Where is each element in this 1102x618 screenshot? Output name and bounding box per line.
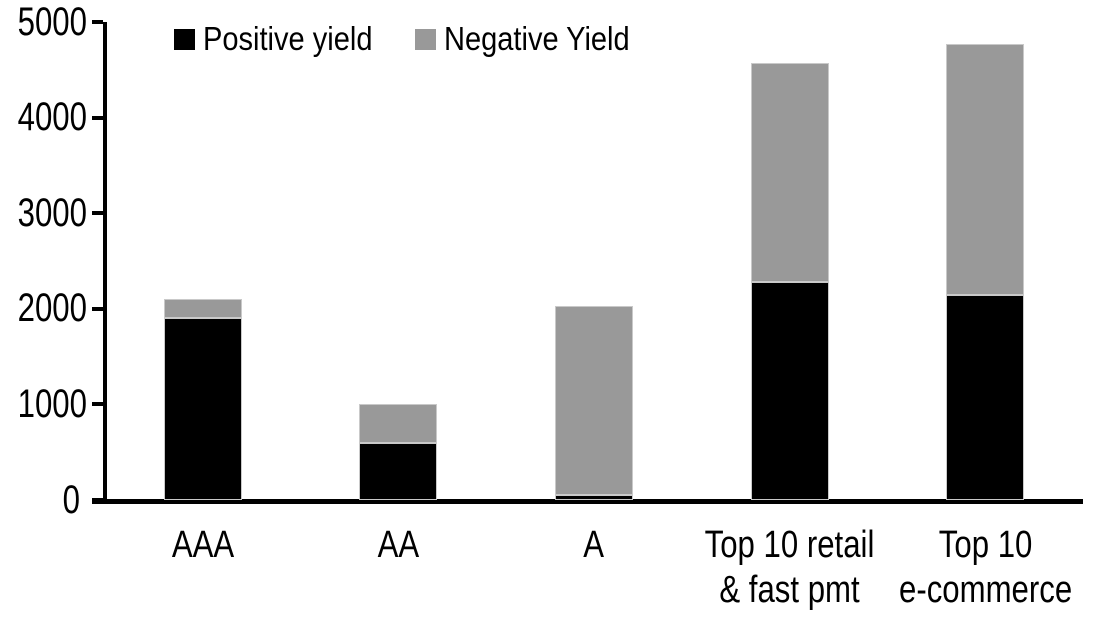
bar-segment-negative-yield — [359, 404, 438, 443]
x-axis-label: A — [496, 523, 692, 568]
x-axis-label-text: Top 10 retail & fast pmt — [704, 524, 875, 611]
y-tick-label: 0 — [62, 477, 80, 522]
y-tick-label: 3000 — [17, 190, 88, 235]
bar-column — [359, 404, 438, 500]
y-tick-label: 2000 — [17, 286, 88, 331]
bar-segment-positive-yield — [359, 442, 438, 500]
y-tick-label: 1000 — [17, 381, 88, 426]
bar-column — [946, 43, 1025, 500]
x-axis-label: AAA — [105, 523, 301, 568]
bar-column — [750, 63, 829, 500]
bar-segment-positive-yield — [555, 495, 633, 500]
y-axis-tick — [92, 115, 103, 120]
bar-segment-negative-yield — [946, 43, 1025, 296]
x-axis-label-text: AAA — [171, 524, 234, 566]
bar-segment-negative-yield — [555, 305, 633, 496]
bar-segment-positive-yield — [163, 318, 242, 500]
x-axis-label-text: Top 10 e-commerce — [898, 524, 1072, 611]
y-tick-label: 4000 — [17, 95, 88, 140]
legend-label: Negative Yield — [444, 20, 630, 57]
legend-swatch-negative — [415, 28, 436, 50]
y-axis-line — [103, 22, 107, 504]
y-tick-label: 5000 — [17, 0, 88, 44]
bar-segment-positive-yield — [946, 295, 1025, 500]
x-axis-label: Top 10 e-commerce — [887, 523, 1083, 613]
y-axis-tick — [92, 306, 103, 311]
legend-item: Positive yield — [174, 20, 396, 57]
bar-segment-positive-yield — [750, 282, 829, 500]
bar-segment-negative-yield — [750, 63, 829, 283]
legend-label: Positive yield — [203, 20, 373, 57]
x-axis-line — [92, 499, 1083, 504]
y-axis-tick — [92, 402, 103, 407]
legend-swatch-positive — [174, 28, 195, 50]
y-axis-tick — [92, 211, 103, 216]
bar-column — [555, 305, 633, 500]
y-axis-tick — [92, 20, 103, 24]
x-axis-label-text: A — [583, 524, 605, 566]
x-axis-label: AA — [301, 523, 497, 568]
bar-column — [163, 299, 242, 500]
legend-item: Negative Yield — [415, 20, 655, 57]
x-axis-label: Top 10 retail & fast pmt — [692, 523, 888, 613]
x-axis-label-text: AA — [377, 524, 420, 566]
bar-segment-negative-yield — [163, 299, 242, 319]
